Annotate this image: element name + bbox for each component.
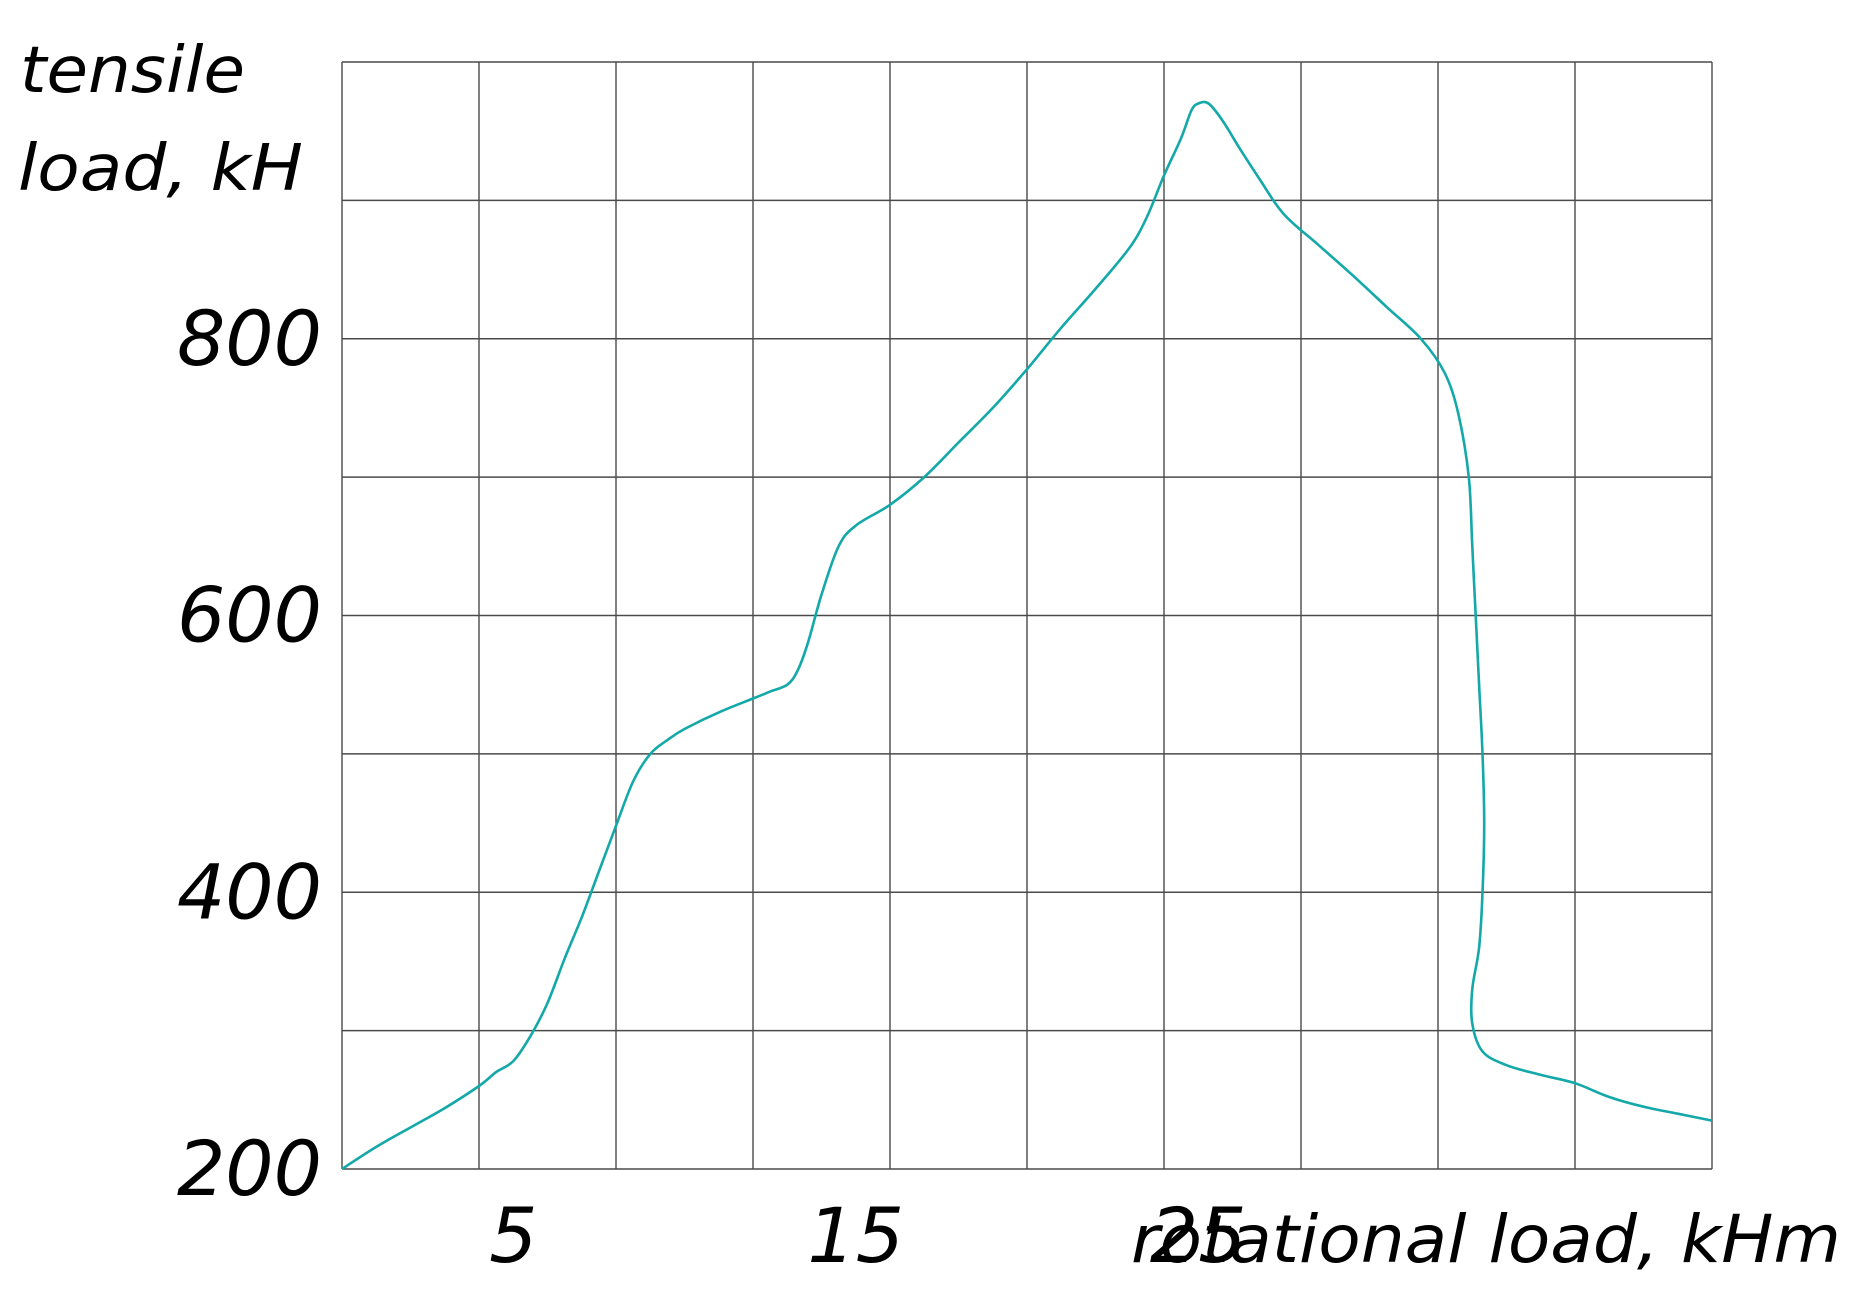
y-tick-label: 200 <box>177 1124 322 1213</box>
grid <box>341 61 1713 1170</box>
y-axis-label-line-2: load, kH <box>18 132 303 206</box>
x-axis-label: rotational load, kHm <box>1131 1201 1841 1278</box>
y-tick-label: 400 <box>177 847 322 936</box>
x-tick-label: 5 <box>489 1191 537 1280</box>
x-tick-label: 15 <box>807 1191 904 1280</box>
tick-labels: 200 400 600 800 5 15 25 <box>177 294 1247 1280</box>
series-layer <box>341 100 1713 1171</box>
x-tick-label: 25 <box>1150 1191 1247 1280</box>
y-tick-label: 800 <box>177 294 322 383</box>
y-tick-label: 600 <box>177 571 322 660</box>
series-line <box>341 100 1713 1171</box>
y-axis-label-line-1: tensile <box>20 34 245 108</box>
